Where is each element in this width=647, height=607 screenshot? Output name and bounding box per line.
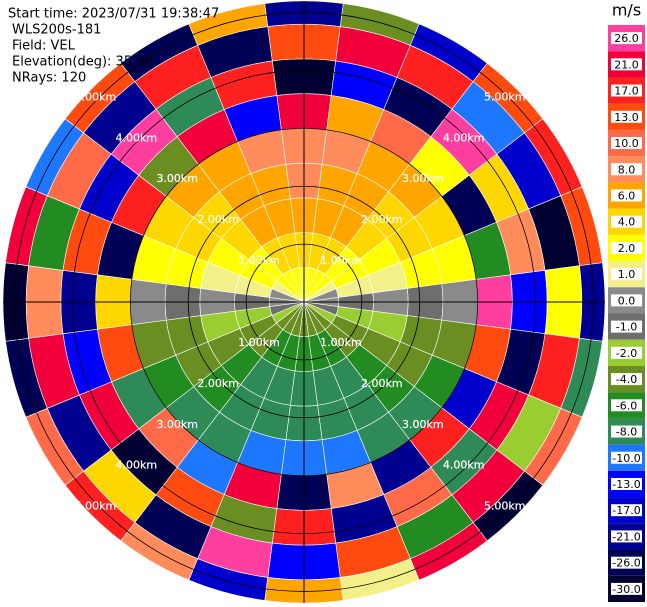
range-ring-label: 5.00km (75, 90, 117, 103)
colorbar-tick-label: 26.0 (614, 32, 639, 45)
range-ring (72, 70, 536, 534)
range-ring-label: 1.00km (320, 254, 362, 267)
colorbar-tick-label: 0.0 (618, 294, 636, 307)
colorbar-tick-label: -10.0 (612, 452, 640, 465)
range-ring-label: 5.00km (484, 90, 526, 103)
colorbar-tick-label: 13.0 (614, 111, 639, 124)
range-ring-label: 4.00km (443, 131, 485, 144)
range-ring-label: 1.00km (320, 336, 362, 349)
range-ring (187, 185, 421, 419)
colorbar-tick-label: -26.0 (612, 557, 640, 570)
range-ring-label: 3.00km (156, 172, 198, 185)
colorbar-tick-label: 17.0 (614, 85, 639, 98)
header-line: NRays: 120 (12, 71, 86, 86)
range-ring-label: 2.00km (361, 377, 403, 390)
colorbar-label-bg (611, 32, 642, 45)
colorbar-tick-label: -2.0 (616, 347, 637, 360)
colorbar-label-bg (611, 477, 642, 490)
colorbar-tick-label: 4.0 (618, 216, 636, 229)
range-ring-label: 3.00km (156, 418, 198, 431)
range-ring-label: 1.00km (238, 336, 280, 349)
range-ring-label: 4.00km (443, 459, 485, 472)
colorbar-label-bg (611, 241, 642, 254)
colorbar-tick-label: -30.0 (612, 583, 640, 596)
colorbar-tick-label: -1.0 (616, 321, 637, 334)
header-line: WLS200s-181 (12, 23, 101, 38)
range-ring-label: 4.00km (116, 131, 158, 144)
colorbar-label-bg (611, 399, 642, 412)
colorbar-tick-label: 6.0 (618, 189, 636, 202)
range-ring-label: 3.00km (402, 172, 444, 185)
range-ring (14, 12, 594, 592)
header-line: Start time: 2023/07/31 19:38:47 (8, 7, 219, 22)
colorbar-label-bg (611, 110, 642, 123)
colorbar-tick-label: -6.0 (616, 399, 637, 412)
colorbar-label-bg (611, 58, 642, 71)
colorbar-label-bg (611, 84, 642, 97)
colorbar-label-bg (611, 582, 642, 595)
colorbar-label-bg (611, 163, 642, 176)
colorbar-label-bg (611, 137, 642, 150)
range-ring-label: 5.00km (75, 500, 117, 513)
header-line: Elevation(deg): 35.30 (12, 55, 153, 70)
colorbar-tick-label: -17.0 (612, 504, 640, 517)
colorbar-tick-label: -8.0 (616, 426, 637, 439)
colorbar-label-bg (611, 556, 642, 569)
colorbar-unit: m/s (612, 1, 641, 20)
range-ring-label: 2.00km (197, 213, 239, 226)
colorbar-tick-label: 1.0 (618, 268, 636, 281)
range-ring-label: 4.00km (116, 459, 158, 472)
colorbar-tick-label: 21.0 (614, 58, 639, 71)
colorbar-label-bg (611, 530, 642, 543)
range-ring-label: 2.00km (197, 377, 239, 390)
colorbar-tick-label: -21.0 (612, 530, 640, 543)
colorbar-label-bg (611, 215, 642, 228)
colorbar-label-bg (611, 294, 642, 307)
colorbar-label-bg (611, 268, 642, 281)
colorbar-tick-label: -4.0 (616, 373, 637, 386)
header-line: Field: VEL (12, 39, 76, 54)
velocity-cell (188, 3, 269, 46)
colorbar-label-bg (611, 189, 642, 202)
colorbar-label-bg (611, 451, 642, 464)
colorbar-label-bg (611, 425, 642, 438)
range-ring-label: 2.00km (361, 213, 403, 226)
colorbar-label-bg (611, 346, 642, 359)
range-ring (129, 127, 479, 477)
colorbar-tick-label: 8.0 (618, 163, 636, 176)
range-ring-label: 5.00km (484, 500, 526, 513)
colorbar-tick-label: 10.0 (614, 137, 639, 150)
range-ring (245, 243, 363, 361)
colorbar-tick-label: -13.0 (612, 478, 640, 491)
range-ring-label: 3.00km (402, 418, 444, 431)
colorbar-label-bg (611, 504, 642, 517)
range-ring-label: 1.00km (238, 254, 280, 267)
colorbar-tick-label: 2.0 (618, 242, 636, 255)
colorbar-label-bg (611, 373, 642, 386)
colorbar-label-bg (611, 320, 642, 333)
